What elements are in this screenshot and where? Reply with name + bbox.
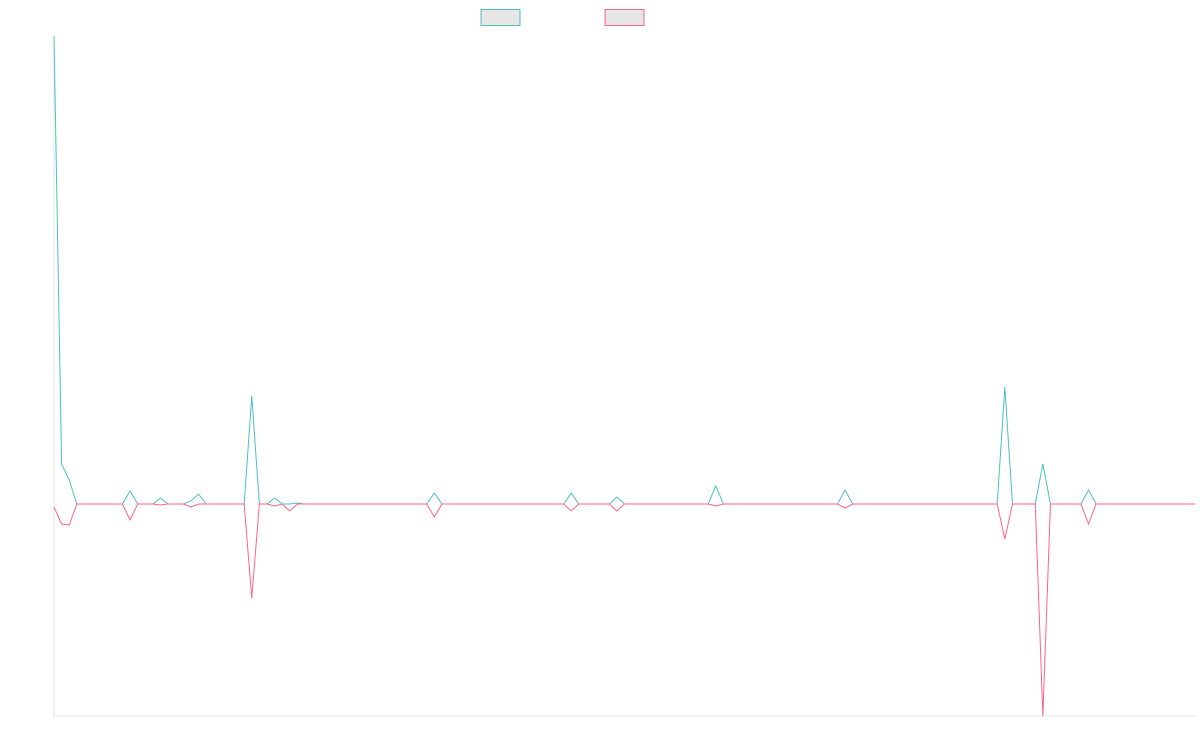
line-series — [53, 35, 1195, 505]
legend-swatch — [604, 9, 645, 26]
legend-swatch — [480, 9, 521, 26]
line-series — [53, 503, 1195, 717]
